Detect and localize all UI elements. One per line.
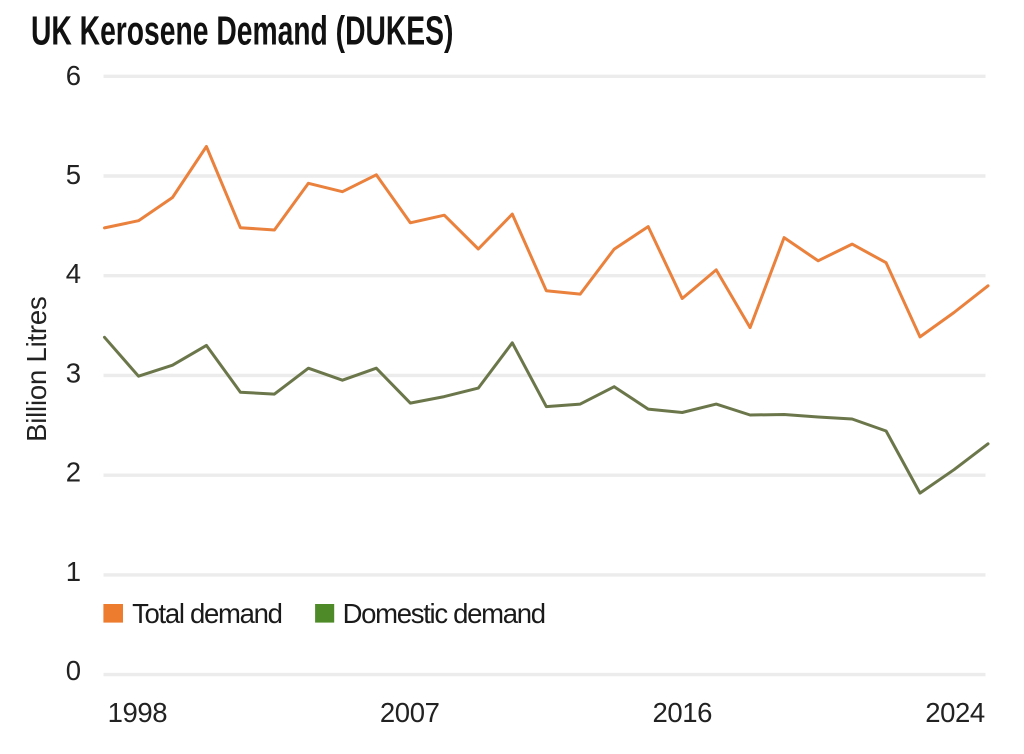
svg-text:Billion Litres: Billion Litres	[21, 296, 52, 441]
svg-text:Total demand: Total demand	[132, 598, 282, 629]
svg-text:1: 1	[66, 556, 81, 587]
svg-text:2016: 2016	[653, 697, 713, 728]
svg-text:1998: 1998	[108, 697, 168, 728]
svg-text:5: 5	[66, 159, 81, 190]
svg-text:4: 4	[66, 258, 81, 289]
svg-text:3: 3	[66, 357, 81, 388]
svg-text:0: 0	[66, 655, 81, 686]
svg-text:Domestic demand: Domestic demand	[343, 598, 545, 629]
svg-text:2: 2	[66, 457, 81, 488]
svg-text:2024: 2024	[925, 697, 985, 728]
svg-text:UK Kerosene Demand (DUKES): UK Kerosene Demand (DUKES)	[31, 8, 453, 53]
svg-text:2007: 2007	[380, 697, 440, 728]
svg-text:6: 6	[66, 60, 81, 91]
